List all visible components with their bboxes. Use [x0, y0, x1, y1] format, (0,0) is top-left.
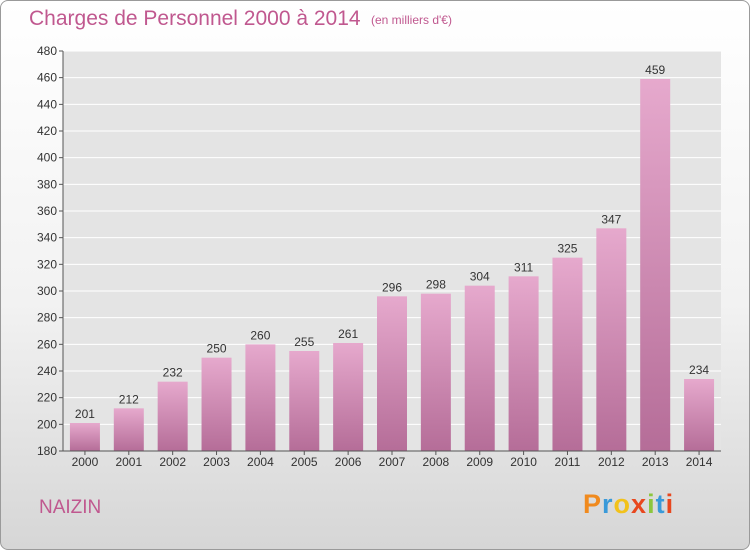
- bar: [333, 343, 364, 451]
- y-tick-label: 480: [37, 44, 57, 58]
- logo-letter: i: [665, 489, 675, 519]
- x-tick-label: 2005: [291, 455, 318, 469]
- data-label: 260: [250, 328, 270, 342]
- x-tick-label: 2009: [466, 455, 493, 469]
- logo-letter: r: [602, 489, 614, 519]
- chart-title: Charges de Personnel 2000 à 2014: [29, 7, 361, 30]
- bar: [69, 423, 100, 451]
- y-tick-label: 260: [37, 337, 57, 351]
- data-label: 212: [119, 392, 139, 406]
- data-label: 250: [207, 342, 227, 356]
- bar: [420, 293, 451, 451]
- data-label: 298: [426, 278, 446, 292]
- bar: [157, 381, 188, 451]
- x-tick-label: 2001: [115, 455, 142, 469]
- y-tick-label: 460: [37, 71, 57, 85]
- y-tick-label: 320: [37, 257, 57, 271]
- proxiti-logo: Proxiti: [583, 489, 674, 520]
- bar: [596, 228, 627, 451]
- x-tick-label: 2007: [379, 455, 406, 469]
- x-tick-label: 2008: [423, 455, 450, 469]
- bar: [377, 296, 407, 451]
- x-tick-label: 2003: [203, 455, 230, 469]
- data-label: 304: [470, 270, 490, 284]
- logo-letter: t: [655, 489, 666, 519]
- y-tick-label: 380: [37, 177, 57, 191]
- data-label: 201: [75, 407, 95, 421]
- y-tick-label: 180: [37, 444, 57, 458]
- bar: [640, 79, 671, 451]
- data-label: 232: [163, 366, 183, 380]
- chart-subtitle: (en milliers d'€): [371, 13, 452, 27]
- bar: [289, 351, 320, 451]
- bar: [684, 379, 715, 451]
- x-tick-label: 2014: [686, 455, 713, 469]
- y-tick-labels: 180 200 220 240 260 280 300 320 340 360 380 400 420 4…: [37, 44, 57, 458]
- y-tick-label: 440: [37, 97, 57, 111]
- y-tick-label: 300: [37, 284, 57, 298]
- x-tick-label: 2010: [510, 455, 537, 469]
- x-tick-labels: 2000 2001 2002 2003 2004 2005 2006 2007 2008 2009…: [72, 455, 713, 469]
- data-label: 325: [557, 242, 577, 256]
- data-label: 261: [338, 327, 358, 341]
- bar: [201, 357, 232, 451]
- bar: [245, 344, 276, 451]
- logo-letter: x: [631, 489, 648, 519]
- y-tick-label: 360: [37, 204, 57, 218]
- axes: [59, 50, 721, 455]
- data-label: 311: [514, 260, 533, 274]
- x-tick-label: 2011: [555, 455, 581, 469]
- x-tick-label: 2000: [72, 455, 99, 469]
- y-tick-label: 220: [37, 391, 57, 405]
- y-tick-label: 420: [37, 124, 57, 138]
- y-tick-label: 240: [37, 364, 57, 378]
- x-tick-label: 2006: [335, 455, 362, 469]
- x-tick-label: 2002: [159, 455, 186, 469]
- logo-letter: o: [613, 489, 632, 519]
- bar: [552, 257, 583, 451]
- x-tick-label: 2004: [247, 455, 274, 469]
- bar: [464, 285, 495, 451]
- bar: [508, 276, 539, 451]
- x-tick-label: 2013: [642, 455, 669, 469]
- data-label: 255: [294, 335, 314, 349]
- bar: [113, 408, 144, 451]
- data-label: 347: [601, 212, 621, 226]
- data-label: 234: [689, 363, 709, 377]
- data-label: 459: [645, 63, 665, 77]
- data-label: 296: [382, 280, 402, 294]
- y-tick-label: 400: [37, 151, 57, 165]
- bars: [69, 79, 715, 451]
- commune-name: NAIZIN: [39, 497, 102, 518]
- data-labels: 201 212 232 250 260 255 261 296 298 304 311 325 347 4…: [75, 63, 709, 421]
- y-tick-label: 280: [37, 311, 57, 325]
- y-tick-label: 200: [37, 417, 57, 431]
- x-tick-label: 2012: [598, 455, 625, 469]
- logo-letter: i: [647, 489, 656, 519]
- y-tick-label: 340: [37, 231, 57, 245]
- logo-letter: P: [583, 489, 603, 519]
